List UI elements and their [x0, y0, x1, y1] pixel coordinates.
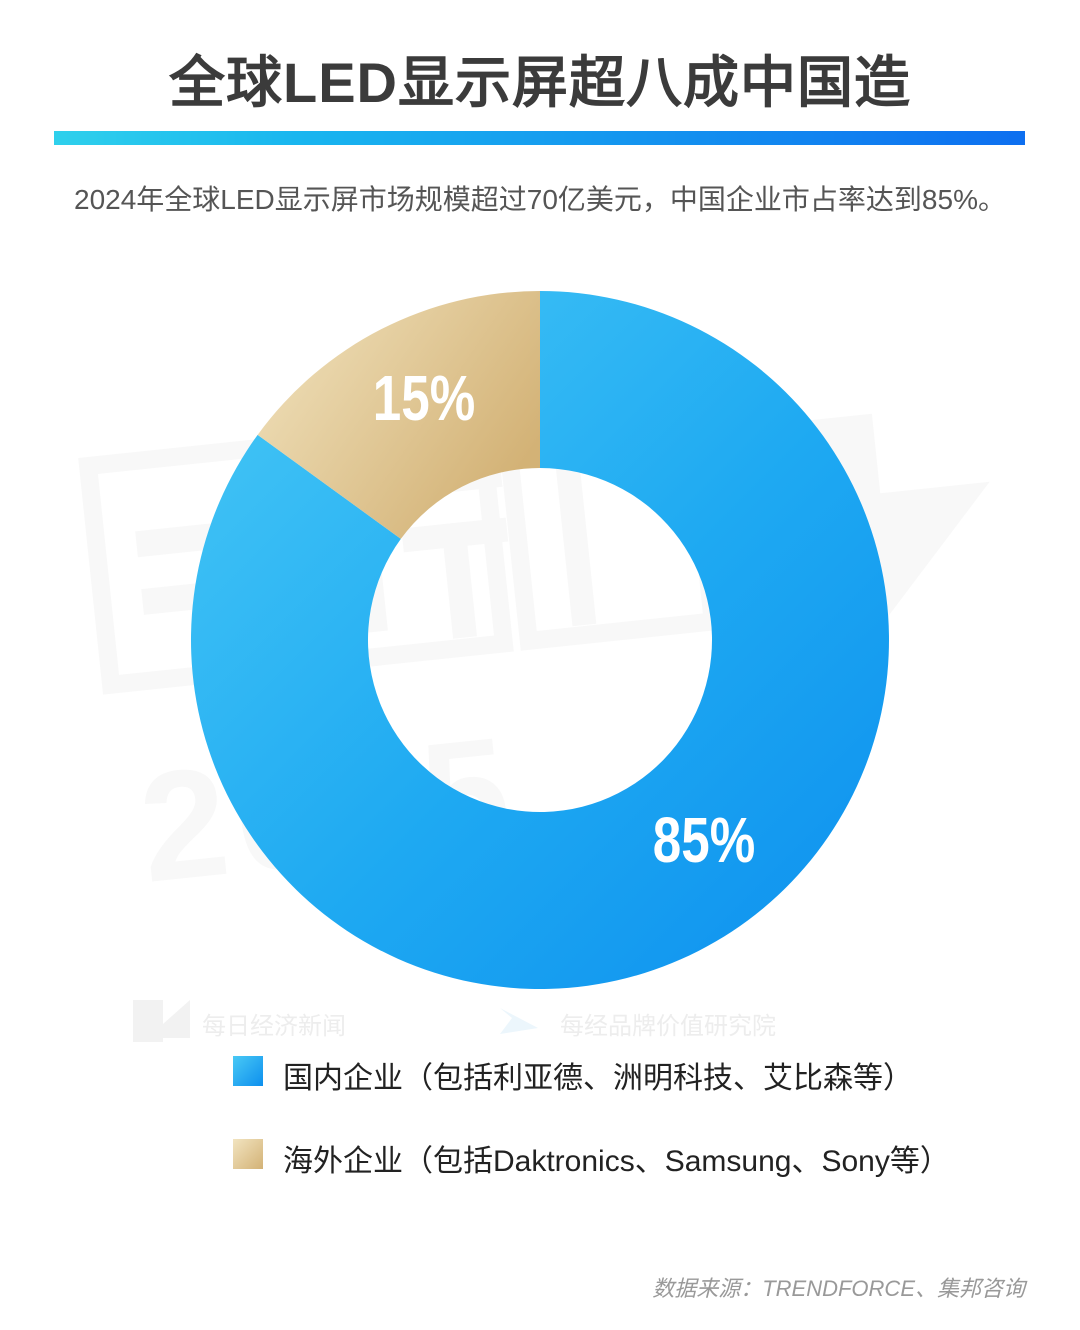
svg-text:每日经济新闻: 每日经济新闻	[202, 1013, 346, 1040]
svg-text:每经品牌价值研究院: 每经品牌价值研究院	[560, 1013, 776, 1040]
